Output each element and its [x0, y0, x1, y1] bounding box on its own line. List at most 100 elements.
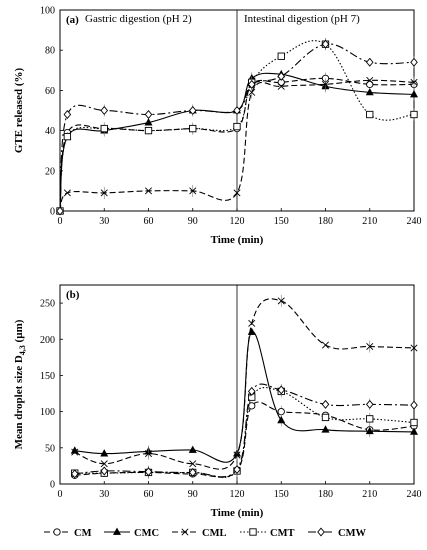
series-group-b [70, 294, 419, 479]
y-tick-label: 150 [40, 371, 55, 382]
data-point-cmt [366, 415, 374, 423]
y-tick-label: 0 [50, 207, 55, 218]
data-point-cml [321, 80, 330, 88]
data-point-cml [366, 76, 374, 84]
data-point-cmw [63, 110, 72, 120]
data-point-cmc [409, 427, 419, 435]
phase-label-intestinal: Intestinal digestion (pH 7) [244, 13, 360, 25]
x-tick-label: 0 [58, 489, 63, 500]
data-point-cml [277, 297, 285, 305]
y-tick-label: 60 [45, 86, 55, 97]
series-line-cmw [74, 383, 415, 478]
data-point-cml [71, 448, 79, 456]
series-group-a [55, 38, 419, 216]
data-point-cmw [321, 399, 330, 409]
data-point-cmt [144, 126, 153, 135]
x-tick-label: 240 [407, 489, 422, 500]
x-ticks-b: 0 30 60 90 120 150 180 210 240 [58, 481, 422, 500]
y-tick-label: 100 [40, 6, 55, 17]
x-tick-label: 90 [188, 216, 198, 227]
x-tick-label: 180 [318, 489, 333, 500]
data-point-cml [100, 460, 108, 468]
data-point-cmc [321, 425, 330, 433]
data-point-cmw [56, 206, 64, 216]
phase-label-gastric: Gastric digestion (pH 2) [85, 13, 192, 25]
panel-label-b: (b) [66, 289, 80, 301]
data-point-cml [233, 189, 241, 197]
data-point-cm [366, 80, 374, 89]
y-axis-label-a: GTE released (%) [13, 67, 25, 153]
legend-label: CMW [338, 528, 366, 539]
data-point-cmc [247, 327, 256, 335]
data-point-cmw [365, 399, 374, 409]
series-line-cm [74, 401, 415, 478]
legend: CM CMC CML CMT CMW [44, 527, 366, 539]
series-cml [71, 294, 418, 470]
data-point-cmw [277, 71, 286, 81]
data-point-cmw [188, 106, 197, 115]
data-point-cmw [247, 79, 256, 89]
data-point-cmw [100, 466, 109, 476]
y-tick-label: 100 [40, 407, 55, 418]
data-point-cmc [144, 118, 153, 126]
data-point-cml [366, 342, 374, 351]
legend-marker [181, 528, 189, 536]
data-point-cmc [100, 449, 109, 457]
data-point-cmc [365, 426, 374, 435]
legend-marker [53, 528, 61, 536]
data-point-cm [277, 407, 285, 416]
legend-marker [317, 527, 325, 537]
data-point-cml [144, 187, 153, 195]
y-tick-label: 50 [45, 443, 55, 454]
x-axis-label-b: Time (min) [211, 507, 264, 519]
series-line-cmt [74, 386, 415, 478]
data-point-cmw [321, 39, 330, 49]
y-tick-label: 0 [50, 480, 55, 491]
x-tick-label: 90 [188, 489, 198, 500]
y-axis-label-b-unit: (µm) [13, 319, 25, 345]
data-point-cml [410, 78, 418, 86]
y-axis-label-b-main: Mean droplet size D [13, 355, 25, 449]
data-point-cml [63, 189, 71, 197]
y-ticks-a: 0 20 40 60 80 100 [40, 6, 63, 218]
x-tick-label: 210 [362, 489, 377, 500]
y-axis-label-b: Mean droplet size D4,3 (µm) [13, 319, 27, 449]
data-point-cmc [365, 87, 374, 96]
series-cmw [70, 383, 418, 479]
x-tick-label: 60 [144, 216, 154, 227]
series-cmw [56, 38, 418, 216]
x-tick-label: 150 [274, 216, 289, 227]
x-axis-label-a: Time (min) [211, 234, 264, 246]
data-point-cml [410, 344, 418, 352]
data-point-cmt [233, 122, 241, 131]
data-point-cml [189, 187, 197, 195]
x-tick-label: 120 [230, 489, 245, 500]
legend-label: CM [74, 528, 92, 539]
data-point-cmw [410, 400, 418, 410]
x-tick-label: 60 [144, 489, 154, 500]
x-tick-label: 240 [407, 216, 422, 227]
data-point-cmw [410, 57, 418, 67]
data-point-cml [100, 189, 108, 197]
data-point-cmt [63, 132, 72, 141]
data-point-cmw [70, 469, 79, 479]
data-point-cmt [277, 52, 285, 60]
data-point-cmw [277, 385, 286, 395]
legend-entry-cmw: CMW [308, 527, 366, 539]
chart-panel-a: (a) Gastric digestion (pH 2) Intestinal … [13, 6, 422, 247]
x-tick-label: 0 [58, 216, 63, 227]
legend-entry-cmt: CMT [240, 528, 295, 539]
legend-label: CML [202, 528, 227, 539]
x-tick-label: 30 [99, 216, 109, 227]
chart-panel-b: (b) Time (min) Mean droplet size D4,3 (µ… [13, 284, 422, 519]
data-point-cml [321, 341, 330, 349]
x-ticks-a: 0 30 60 90 120 150 180 210 240 [58, 208, 422, 227]
series-line-cml [74, 298, 415, 470]
data-point-cmw [144, 467, 153, 477]
data-point-cmc [188, 445, 197, 453]
data-point-cmw [100, 106, 109, 115]
data-point-cmt [321, 413, 330, 422]
data-point-cmw [365, 57, 374, 67]
data-point-cml [144, 450, 153, 458]
